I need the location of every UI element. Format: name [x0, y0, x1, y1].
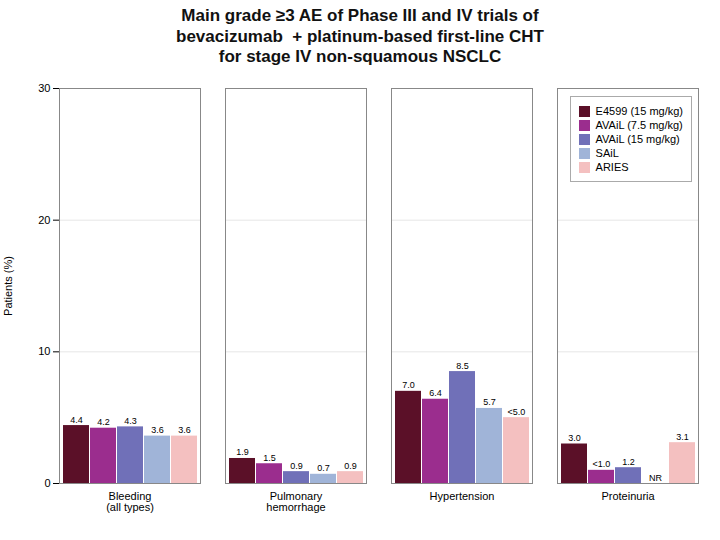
svg-text:<1.0: <1.0 — [593, 460, 611, 470]
svg-text:Patients (%): Patients (%) — [2, 256, 14, 316]
svg-text:0.9: 0.9 — [290, 461, 303, 471]
svg-text:4.2: 4.2 — [97, 417, 110, 427]
svg-text:4.3: 4.3 — [124, 416, 137, 426]
html-text:AVAiL (7.5 mg/kg): AVAiL (7.5 mg/kg) — [595, 119, 683, 132]
svg-text:7.0: 7.0 — [402, 381, 415, 391]
svg-text:3.0: 3.0 — [568, 433, 581, 443]
svg-text:3.1: 3.1 — [676, 432, 689, 442]
html-text:ARIES: ARIES — [595, 161, 629, 174]
svg-text:3.6: 3.6 — [178, 425, 191, 435]
svg-text:6.4: 6.4 — [429, 388, 442, 398]
svg-text:Pulmonaryhemorrhage: Pulmonaryhemorrhage — [266, 491, 325, 514]
svg-text:30: 30 — [38, 82, 50, 94]
html-text:Main grade ≥3 AE of Phase III: Main grade ≥3 AE of Phase III and IV tri… — [176, 6, 544, 67]
svg-text:10: 10 — [38, 346, 50, 358]
svg-text:1.2: 1.2 — [622, 457, 635, 467]
svg-text:NR: NR — [649, 473, 662, 483]
svg-text:<5.0: <5.0 — [508, 407, 526, 417]
html-text:E4599 (15 mg/kg): E4599 (15 mg/kg) — [595, 105, 683, 118]
html-text:AVAiL (15 mg/kg): AVAiL (15 mg/kg) — [595, 133, 680, 146]
svg-text:0.7: 0.7 — [317, 463, 330, 473]
svg-text:0.9: 0.9 — [344, 461, 357, 471]
svg-text:Hypertension: Hypertension — [430, 491, 495, 503]
svg-text:1.5: 1.5 — [263, 453, 276, 463]
svg-text:0: 0 — [44, 477, 50, 489]
svg-text:8.5: 8.5 — [456, 361, 469, 371]
html-text:SAiL: SAiL — [595, 147, 619, 160]
svg-text:20: 20 — [38, 214, 50, 226]
svg-text:1.9: 1.9 — [236, 448, 249, 458]
svg-text:3.6: 3.6 — [151, 425, 164, 435]
svg-text:4.4: 4.4 — [70, 415, 83, 425]
svg-text:Proteinuria: Proteinuria — [601, 491, 655, 503]
svg-text:5.7: 5.7 — [483, 398, 496, 408]
svg-text:Bleeding(all types): Bleeding(all types) — [106, 491, 154, 514]
